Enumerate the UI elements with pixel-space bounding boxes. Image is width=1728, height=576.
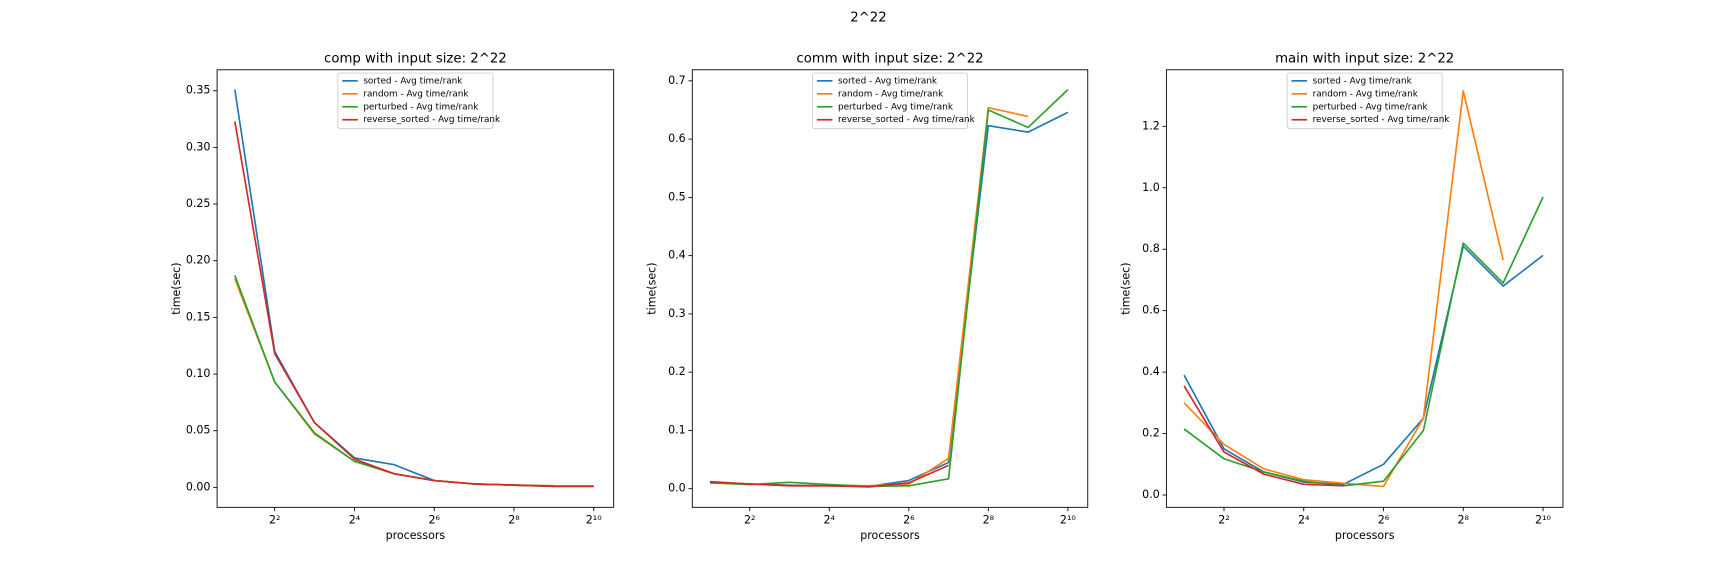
legend-label: reverse_sorted - Avg time/rank [838,115,976,125]
y-tick-label: 0.3 [668,307,686,320]
y-axis-label: time(sec) [170,262,183,314]
legend-label: reverse_sorted - Avg time/rank [1313,115,1451,125]
x-tick-label: 2¹⁰ [1060,514,1076,527]
axes-title: comm with input size: 2^22 [796,52,983,67]
x-tick-label: 2⁶ [903,514,915,527]
series-line [1183,90,1504,488]
y-tick-label: 1.2 [1142,119,1160,132]
legend-label: random - Avg time/rank [1313,89,1419,99]
legend-box [337,72,494,129]
y-tick-label: 0.6 [668,132,686,145]
series-line [234,121,594,488]
x-tick-label: 2¹⁰ [1535,514,1551,527]
y-tick-label: 0.15 [186,310,211,323]
legend-label: sorted - Avg time/rank [363,76,463,86]
y-tick-label: 0.5 [668,190,686,203]
x-tick-label: 2⁸ [508,514,520,527]
x-tick-label: 2⁸ [983,514,995,527]
y-tick-label: 0.8 [1142,242,1160,255]
y-tick-label: 0.00 [186,480,211,493]
x-tick-label: 2⁸ [1458,514,1470,527]
series-line [1183,385,1344,487]
legend-label: random - Avg time/rank [838,89,944,99]
x-tick-label: 2¹⁰ [586,514,602,527]
y-tick-label: 1.0 [1142,181,1160,194]
axes-frame [1165,69,1564,508]
x-axis-label: processors [1335,529,1395,542]
legend-label: perturbed - Avg time/rank [363,102,479,112]
x-tick-label: 2² [1218,514,1229,527]
y-tick-label: 0.25 [186,197,211,210]
y-tick-label: 0.0 [668,482,686,495]
x-tick-label: 2⁴ [1298,514,1310,527]
x-axis-label: processors [386,529,446,542]
x-tick-label: 2⁶ [428,514,440,527]
x-tick-label: 2⁴ [349,514,361,527]
y-tick-label: 0.0 [1142,488,1160,501]
series-line [1183,245,1544,486]
x-axis-label: processors [860,529,920,542]
x-tick-label: 2⁴ [824,514,836,527]
axes-title: comp with input size: 2^22 [324,52,507,67]
series-line [709,88,1069,488]
legend-label: perturbed - Avg time/rank [838,102,954,112]
y-tick-label: 0.7 [668,74,686,87]
y-tick-label: 0.6 [1142,304,1160,317]
y-tick-label: 0.4 [668,249,686,262]
legend-box [1286,72,1443,129]
axes-frame [216,69,615,508]
y-tick-label: 0.30 [186,140,211,153]
x-tick-label: 2⁶ [1378,514,1390,527]
legend-box [812,72,969,129]
y-tick-label: 0.20 [186,254,211,267]
y-tick-label: 0.1 [668,423,686,436]
y-axis-label: time(sec) [645,262,658,314]
legend-label: random - Avg time/rank [363,89,469,99]
y-tick-label: 0.35 [186,84,211,97]
figure-title: 2^22 [850,11,886,26]
y-tick-label: 0.05 [186,424,211,437]
legend-label: perturbed - Avg time/rank [1313,102,1429,112]
x-tick-label: 2² [744,514,755,527]
y-tick-label: 0.2 [668,365,686,378]
legend-label: reverse_sorted - Avg time/rank [363,115,501,125]
axes-title: main with input size: 2^22 [1275,52,1454,67]
series-line [709,464,949,488]
legend-label: sorted - Avg time/rank [1313,76,1413,86]
legend-label: sorted - Avg time/rank [838,76,938,86]
y-tick-label: 0.2 [1142,427,1160,440]
y-tick-label: 0.4 [1142,365,1160,378]
x-tick-label: 2² [269,514,280,527]
y-tick-label: 0.10 [186,367,211,380]
y-axis-label: time(sec) [1120,262,1133,314]
axes-frame [691,69,1089,508]
series-line [1183,196,1544,487]
